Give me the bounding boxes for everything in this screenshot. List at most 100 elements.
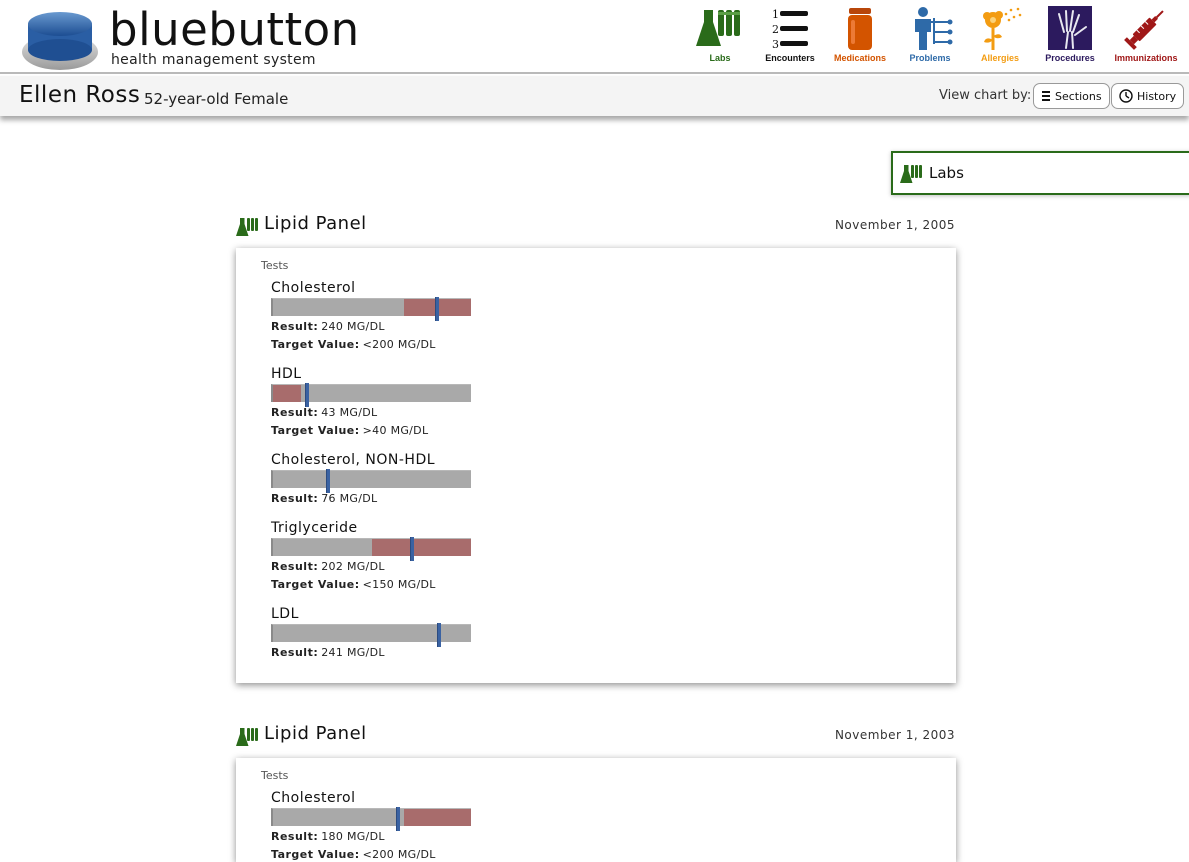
target-label: Target Value: [271, 424, 360, 437]
nav-problems-label: Problems [909, 53, 951, 63]
lab-card: Tests Cholesterol Result: 240 MG/DL Targe… [236, 248, 956, 683]
bluebutton-logo[interactable] [20, 8, 100, 72]
result-value: 241 MG/DL [321, 646, 385, 659]
test-item: Cholesterol Result: 180 MG/DL Target Valu… [271, 789, 691, 862]
result-marker [326, 469, 330, 493]
result-value: 180 MG/DL [321, 830, 385, 843]
list-icon [1042, 91, 1050, 101]
nav-problems[interactable]: Problems [894, 6, 966, 68]
result-marker [437, 623, 441, 647]
nav-allergies[interactable]: Allergies [964, 6, 1036, 68]
target-value: >40 MG/DL [362, 424, 429, 437]
test-name: Cholesterol [271, 280, 356, 296]
result-marker [305, 383, 309, 407]
nav-labs[interactable]: Labs [684, 6, 756, 68]
nav-encounters[interactable]: 1 2 3 Encounters [754, 6, 826, 68]
flask-icon [900, 165, 922, 183]
out-of-range-zone [404, 809, 471, 826]
result-value: 202 MG/DL [321, 560, 385, 573]
brand-title: bluebutton [109, 3, 360, 56]
history-button[interactable]: History [1111, 83, 1185, 109]
pill-bottle-icon [848, 8, 872, 50]
result-line: Result: 43 MG/DL [271, 406, 691, 420]
nav-medications[interactable]: Medications [824, 6, 896, 68]
nav-medications-label: Medications [833, 53, 886, 63]
sections-button-label: Sections [1055, 89, 1102, 103]
target-line: Target Value: >40 MG/DL [271, 424, 691, 438]
result-label: Result: [271, 320, 319, 333]
person-diagram-icon [915, 7, 953, 50]
test-item: Cholesterol, NON-HDL Result: 76 MG/DL [271, 451, 691, 506]
target-line: Target Value: <150 MG/DL [271, 578, 691, 592]
nav-procedures-label: Procedures [1045, 53, 1095, 63]
result-value: 240 MG/DL [321, 320, 385, 333]
result-label: Result: [271, 646, 319, 659]
svg-text:3: 3 [772, 38, 779, 50]
nav-encounters-label: Encounters [765, 53, 815, 63]
result-marker [410, 537, 414, 561]
test-item: LDL Result: 241 MG/DL [271, 605, 691, 660]
tests-label: Tests [261, 769, 289, 782]
result-line: Result: 240 MG/DL [271, 320, 691, 334]
labs-side-panel[interactable]: Labs [891, 151, 1189, 195]
result-label: Result: [271, 406, 319, 419]
svg-text:2: 2 [772, 23, 779, 36]
result-line: Result: 202 MG/DL [271, 560, 691, 574]
brand-subtitle: health management system [111, 52, 316, 68]
result-value: 76 MG/DL [321, 492, 378, 505]
view-chart-label: View chart by: [939, 88, 1032, 103]
lab-title: Lipid Panel [264, 723, 367, 744]
result-marker [435, 297, 439, 321]
flask-icon [696, 10, 740, 46]
result-label: Result: [271, 560, 319, 573]
range-bar [271, 537, 471, 561]
target-line: Target Value: <200 MG/DL [271, 848, 691, 862]
target-value: <150 MG/DL [362, 578, 436, 591]
target-value: <200 MG/DL [362, 848, 436, 861]
patient-name: Ellen Ross [19, 82, 141, 108]
app-header: bluebutton health management system Labs… [0, 0, 1189, 74]
result-line: Result: 180 MG/DL [271, 830, 691, 844]
target-line: Target Value: <200 MG/DL [271, 338, 691, 352]
result-label: Result: [271, 830, 319, 843]
nav-procedures[interactable]: Procedures [1034, 6, 1106, 68]
nav-allergies-label: Allergies [980, 53, 1020, 63]
test-item: Triglyceride Result: 202 MG/DL Target Val… [271, 519, 691, 592]
result-line: Result: 76 MG/DL [271, 492, 691, 506]
lab-title: Lipid Panel [264, 213, 367, 234]
lab-section-header: Lipid Panel November 1, 2003 [236, 722, 956, 748]
numbered-list-icon: 1 2 3 [772, 8, 808, 50]
result-value: 43 MG/DL [321, 406, 378, 419]
range-bar [271, 297, 471, 321]
xray-hand-icon [1048, 6, 1092, 50]
range-bar [271, 383, 471, 407]
svg-text:1: 1 [772, 8, 779, 21]
lab-date: November 1, 2005 [834, 218, 955, 232]
lab-card: Tests Cholesterol Result: 180 MG/DL Targe… [236, 758, 956, 862]
test-name: Cholesterol, NON-HDL [271, 452, 436, 468]
range-bar [271, 469, 471, 493]
out-of-range-zone [273, 385, 301, 402]
result-line: Result: 241 MG/DL [271, 646, 691, 660]
test-name: Triglyceride [271, 520, 358, 536]
result-label: Result: [271, 492, 319, 505]
test-name: HDL [271, 366, 302, 382]
nav-immunizations[interactable]: Immunizations [1110, 6, 1182, 68]
side-panel-label: Labs [929, 164, 964, 182]
history-button-label: History [1137, 89, 1177, 103]
range-bar [271, 623, 471, 647]
target-label: Target Value: [271, 338, 360, 351]
sections-button[interactable]: Sections [1033, 83, 1110, 109]
result-marker [396, 807, 400, 831]
patient-bar: Ellen Ross 52-year-old Female View chart… [0, 76, 1189, 116]
nav-immunizations-label: Immunizations [1114, 53, 1178, 63]
test-name: Cholesterol [271, 790, 356, 806]
flask-icon [236, 728, 258, 746]
target-value: <200 MG/DL [362, 338, 436, 351]
tests-label: Tests [261, 259, 289, 272]
lab-section-header: Lipid Panel November 1, 2005 [236, 212, 956, 238]
test-item: Cholesterol Result: 240 MG/DL Target Valu… [271, 279, 691, 352]
test-name: LDL [271, 606, 299, 622]
nav-labs-label: Labs [709, 53, 731, 63]
range-bar [271, 807, 471, 831]
